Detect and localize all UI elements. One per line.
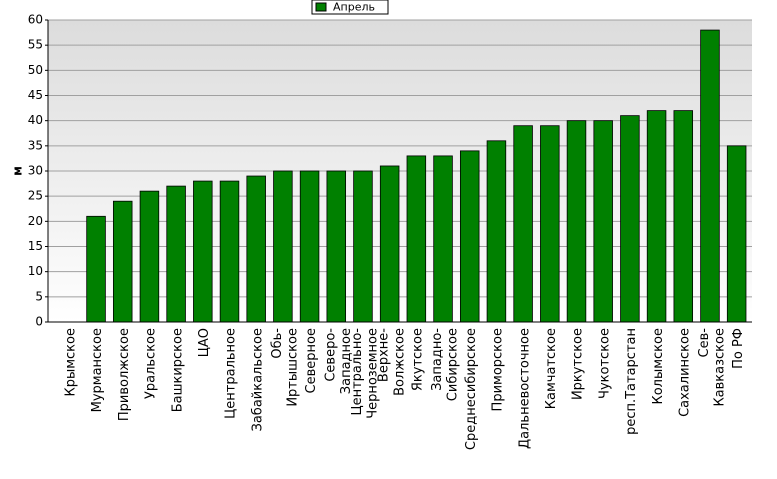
bar [673, 110, 694, 323]
x-tick-label: Крымское [64, 328, 79, 397]
y-tick-label: 10 [28, 264, 43, 278]
y-tick-label: 25 [28, 189, 43, 203]
x-tick-label: Обь-Иртышское [270, 328, 301, 407]
bar [726, 145, 747, 323]
x-tick-label: Якутское [411, 328, 426, 391]
legend-label: Апрель [333, 1, 375, 14]
x-tick-label: Башкирское [170, 328, 185, 412]
x-tick-label: респ.Татарстан [624, 328, 639, 435]
legend-box [311, 0, 389, 15]
y-tick-label: 5 [35, 289, 43, 303]
x-tick-label: Приморское [491, 328, 506, 411]
bar [299, 170, 320, 323]
y-tick-label: 55 [28, 38, 43, 52]
bar [139, 190, 160, 323]
x-tick-label: Иркутское [571, 328, 586, 400]
x-tick-label: ЦАО [197, 328, 212, 357]
x-tick-label: Центральное [224, 328, 239, 419]
bar [486, 140, 507, 323]
bar [86, 215, 106, 323]
x-tick-label: Колымское [651, 328, 666, 405]
bar [620, 115, 640, 323]
x-tick-label: По РФ [731, 328, 746, 369]
x-tick-label: Северное [304, 328, 319, 393]
bar [433, 155, 453, 323]
bar [459, 150, 480, 323]
x-tick-label: Уральское [144, 328, 159, 399]
x-tick-label: Центрально-Черноземное [350, 328, 381, 419]
bar [353, 170, 373, 323]
bar [112, 200, 133, 323]
x-tick-label: Северо-Западное [323, 328, 354, 395]
bar [219, 180, 240, 323]
bar [593, 120, 613, 323]
legend: Апрель [311, 0, 389, 15]
bar [540, 125, 560, 323]
bar [379, 165, 400, 323]
y-tick-label: 35 [28, 138, 43, 152]
y-tick-label: 45 [28, 88, 43, 102]
x-tick-label: Чукотское [597, 328, 612, 399]
bar [513, 125, 533, 323]
x-tick-label: Камчатское [544, 328, 559, 409]
y-axis-label: м [11, 166, 25, 176]
y-tick-label: 60 [28, 13, 43, 27]
y-tick-label: 50 [28, 63, 43, 77]
bar [166, 185, 186, 323]
x-tick-label: Сев-Кавказское [697, 328, 728, 407]
bar [193, 180, 213, 323]
x-tick-label: Среднесибирское [464, 328, 479, 450]
y-tick-label: 30 [28, 164, 43, 178]
x-tick-label: Дальневосточное [517, 328, 532, 449]
y-tick-label: 20 [28, 214, 43, 228]
y-tick-label: 40 [28, 113, 43, 127]
bar [700, 29, 720, 323]
y-tick-label: 0 [35, 315, 43, 329]
x-tick-label: Верхне-Волжское [377, 328, 408, 396]
x-tick-label: Сахалинское [677, 328, 692, 417]
bar [273, 170, 293, 323]
x-tick-label: Мурманское [90, 328, 105, 412]
x-tick-label: Забайкальское [250, 328, 265, 431]
y-tick-label: 15 [28, 239, 43, 253]
x-tick-label: Западно-Сибирское [430, 328, 461, 402]
bar [566, 120, 587, 323]
legend-swatch [315, 2, 327, 12]
bar [406, 155, 427, 323]
bar [646, 110, 667, 323]
x-tick-label: Приволжское [117, 328, 132, 421]
bar [246, 175, 266, 323]
bar [326, 170, 347, 323]
